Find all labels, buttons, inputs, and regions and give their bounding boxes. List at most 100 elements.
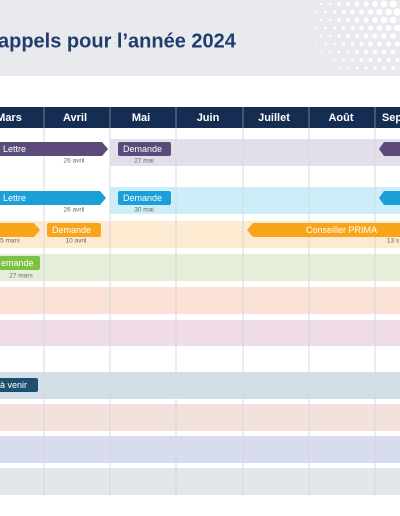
dot xyxy=(311,3,313,5)
tag-date: 13 s xyxy=(387,238,400,245)
month: Mai xyxy=(132,112,150,124)
row-band xyxy=(0,287,400,314)
dot xyxy=(359,58,364,62)
column-lines xyxy=(43,128,376,496)
dot xyxy=(364,66,368,70)
dot xyxy=(364,50,368,54)
dot xyxy=(345,1,351,7)
dot xyxy=(315,10,318,14)
dot xyxy=(332,10,337,14)
dot xyxy=(367,9,374,15)
dot xyxy=(311,19,313,21)
dot xyxy=(354,17,360,23)
dot xyxy=(320,51,322,53)
dot xyxy=(372,17,378,23)
row-band xyxy=(0,372,400,399)
dot xyxy=(385,24,392,32)
tag xyxy=(0,378,38,392)
month: Sep xyxy=(382,112,400,124)
dot xyxy=(337,50,341,54)
dot xyxy=(386,57,391,63)
dot xyxy=(346,50,350,54)
dot xyxy=(390,33,396,39)
tag xyxy=(0,256,40,270)
dot xyxy=(328,18,332,22)
month: Août xyxy=(328,112,353,124)
dot xyxy=(328,50,332,54)
tag-label: Demande xyxy=(52,225,91,235)
tag-arrow xyxy=(379,191,400,205)
dot xyxy=(358,9,365,15)
dot xyxy=(363,33,369,39)
dot xyxy=(377,58,382,62)
dot xyxy=(329,67,331,69)
dot xyxy=(377,41,382,47)
dot xyxy=(324,10,327,14)
dot xyxy=(332,26,337,30)
dot xyxy=(350,9,355,15)
dot xyxy=(324,42,327,46)
dot xyxy=(394,41,400,47)
dot xyxy=(395,57,400,63)
dot xyxy=(341,26,346,30)
dot xyxy=(363,17,369,23)
dot xyxy=(338,67,340,69)
tag-date: 5 mars xyxy=(0,238,21,245)
month: Mars xyxy=(0,112,22,124)
dot xyxy=(390,49,396,55)
month: Juillet xyxy=(258,112,290,124)
dot xyxy=(394,24,400,32)
row-band xyxy=(0,254,400,281)
row-band xyxy=(0,468,400,495)
dot xyxy=(389,0,397,8)
dot xyxy=(368,41,373,47)
row-band xyxy=(0,320,400,346)
dot xyxy=(363,1,369,7)
tag-label: Demande xyxy=(123,193,162,203)
dot xyxy=(319,34,323,38)
dot xyxy=(319,18,323,22)
tag xyxy=(118,142,171,156)
tag xyxy=(47,223,101,237)
tag-date: 27 mai xyxy=(134,158,154,165)
dot xyxy=(368,58,373,62)
dot xyxy=(337,18,341,22)
dot xyxy=(342,58,345,62)
dot xyxy=(354,33,360,39)
row-band xyxy=(0,436,400,463)
dot xyxy=(341,10,346,14)
dot xyxy=(393,8,400,16)
dot xyxy=(355,66,359,70)
dot xyxy=(385,41,392,47)
dot xyxy=(367,25,374,31)
tag-arrow xyxy=(0,223,40,237)
dot xyxy=(381,33,387,39)
dot xyxy=(341,42,346,46)
dot xyxy=(372,1,378,7)
month-bar xyxy=(0,107,400,128)
tag-label: Demande xyxy=(123,144,162,154)
dot xyxy=(376,8,383,16)
header-decoration xyxy=(311,0,400,70)
dot xyxy=(385,8,392,16)
tag-label: à venir xyxy=(0,380,27,390)
dot xyxy=(372,33,378,39)
tag-date: 10 avril xyxy=(66,238,88,245)
dot xyxy=(372,49,378,55)
dot xyxy=(381,49,387,55)
tag-arrow xyxy=(0,142,108,156)
dot xyxy=(380,16,388,24)
month: Juin xyxy=(197,112,220,124)
dot xyxy=(328,2,332,6)
dot xyxy=(382,66,386,70)
dot xyxy=(350,25,355,31)
dot xyxy=(311,35,313,37)
month: Avril xyxy=(63,112,87,124)
tag-date: 26 avril xyxy=(64,158,86,165)
tag-arrow xyxy=(247,223,400,237)
tag xyxy=(118,191,171,205)
dot xyxy=(345,17,351,23)
dot xyxy=(315,27,318,29)
month-dividers xyxy=(43,107,376,128)
